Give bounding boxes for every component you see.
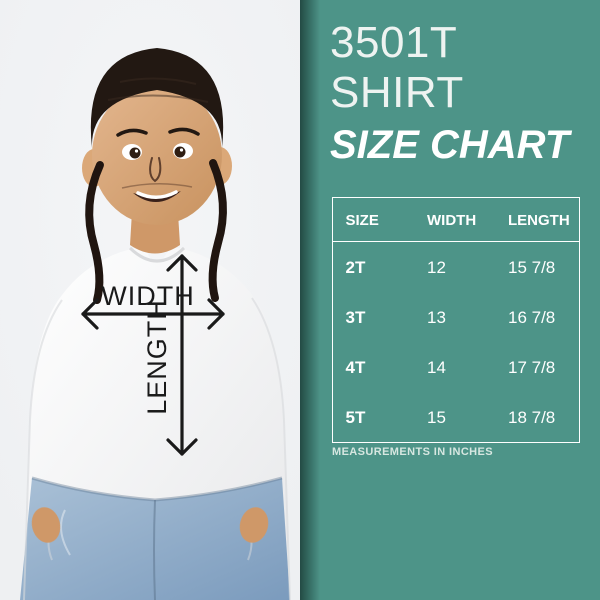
svg-text:LENGTH: LENGTH: [142, 299, 172, 415]
